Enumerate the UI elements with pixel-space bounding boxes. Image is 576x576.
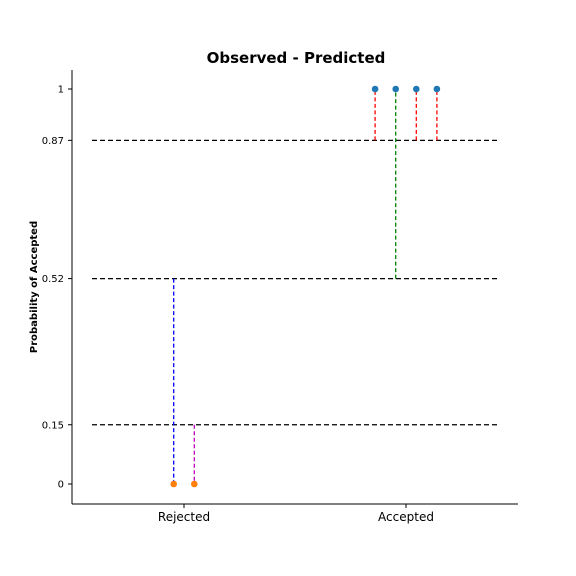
data-point-4	[413, 85, 420, 93]
residual-stems	[173, 89, 438, 484]
y-tick-label-0: 0	[58, 480, 64, 491]
data-point-1	[191, 480, 198, 488]
x-tick-label-0: Rejected	[158, 510, 210, 524]
data-points	[170, 85, 441, 488]
axes	[71, 70, 518, 505]
data-point-5	[433, 85, 441, 93]
reference-lines	[92, 139, 498, 426]
y-tick-label-4: 1	[58, 85, 64, 96]
y-ticks: 0 0.15 0.52 0.87 1	[42, 85, 72, 491]
chart-title: Observed - Predicted	[207, 49, 386, 67]
y-tick-label-1: 0.15	[42, 420, 64, 431]
x-tick-label-1: Accepted	[378, 510, 434, 524]
data-point-3	[392, 85, 400, 93]
y-tick-label-3: 0.87	[42, 136, 64, 147]
data-point-0	[170, 480, 177, 488]
x-ticks: Rejected Accepted	[158, 504, 434, 524]
y-axis-label: Probability of Accepted	[29, 221, 40, 353]
data-point-2	[371, 85, 379, 93]
y-tick-label-2: 0.52	[42, 274, 64, 285]
